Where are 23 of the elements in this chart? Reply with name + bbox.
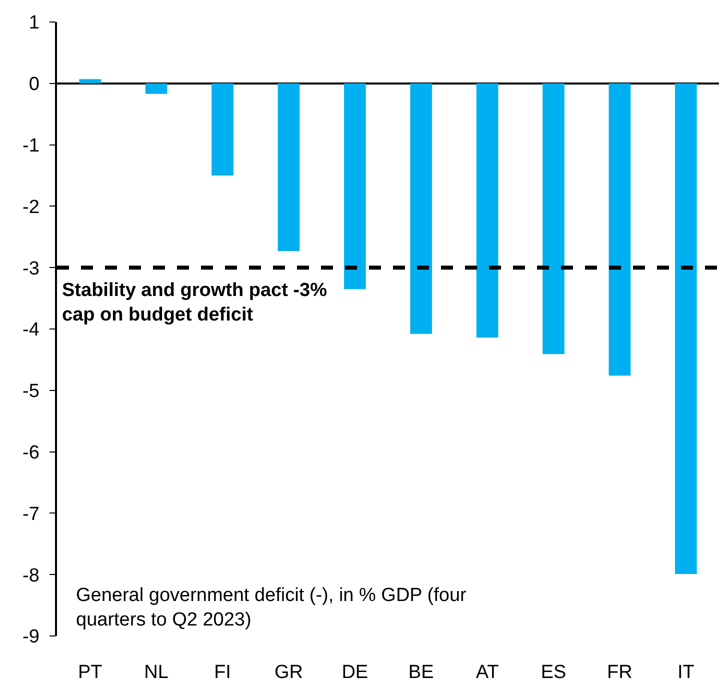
x-tick-label: NL: [144, 662, 168, 683]
y-tick-label: -6: [22, 442, 40, 464]
y-tick-label: -2: [22, 196, 40, 218]
y-tick-label: -7: [22, 504, 40, 525]
y-tick-label: -3: [22, 258, 40, 280]
y-tick-label: 0: [28, 74, 40, 96]
x-tick-label: BE: [408, 662, 434, 683]
y-tick-label: -1: [22, 135, 40, 156]
y-tick-label: -8: [22, 565, 40, 586]
x-tick-label: AT: [476, 662, 500, 683]
x-tick-label: FR: [607, 662, 632, 683]
x-tick-label: IT: [677, 662, 695, 683]
x-tick-label: PT: [78, 662, 103, 683]
x-tick-label: GR: [274, 662, 303, 683]
y-tick-label: -5: [22, 381, 40, 402]
annotation: General government deficit (-), in % GDP (four quarters to Q2 2023): [76, 585, 468, 631]
x-tick-label: ES: [540, 662, 566, 683]
y-tick-label: 1: [28, 12, 40, 34]
ref-line-label: Stability and growth pact -3% cap on budget deficit: [62, 280, 328, 326]
y-tick-label: -9: [22, 626, 40, 648]
x-tick-label: FI: [214, 662, 231, 683]
y-tick-label: -4: [22, 320, 40, 341]
x-tick-label: DE: [342, 662, 368, 683]
